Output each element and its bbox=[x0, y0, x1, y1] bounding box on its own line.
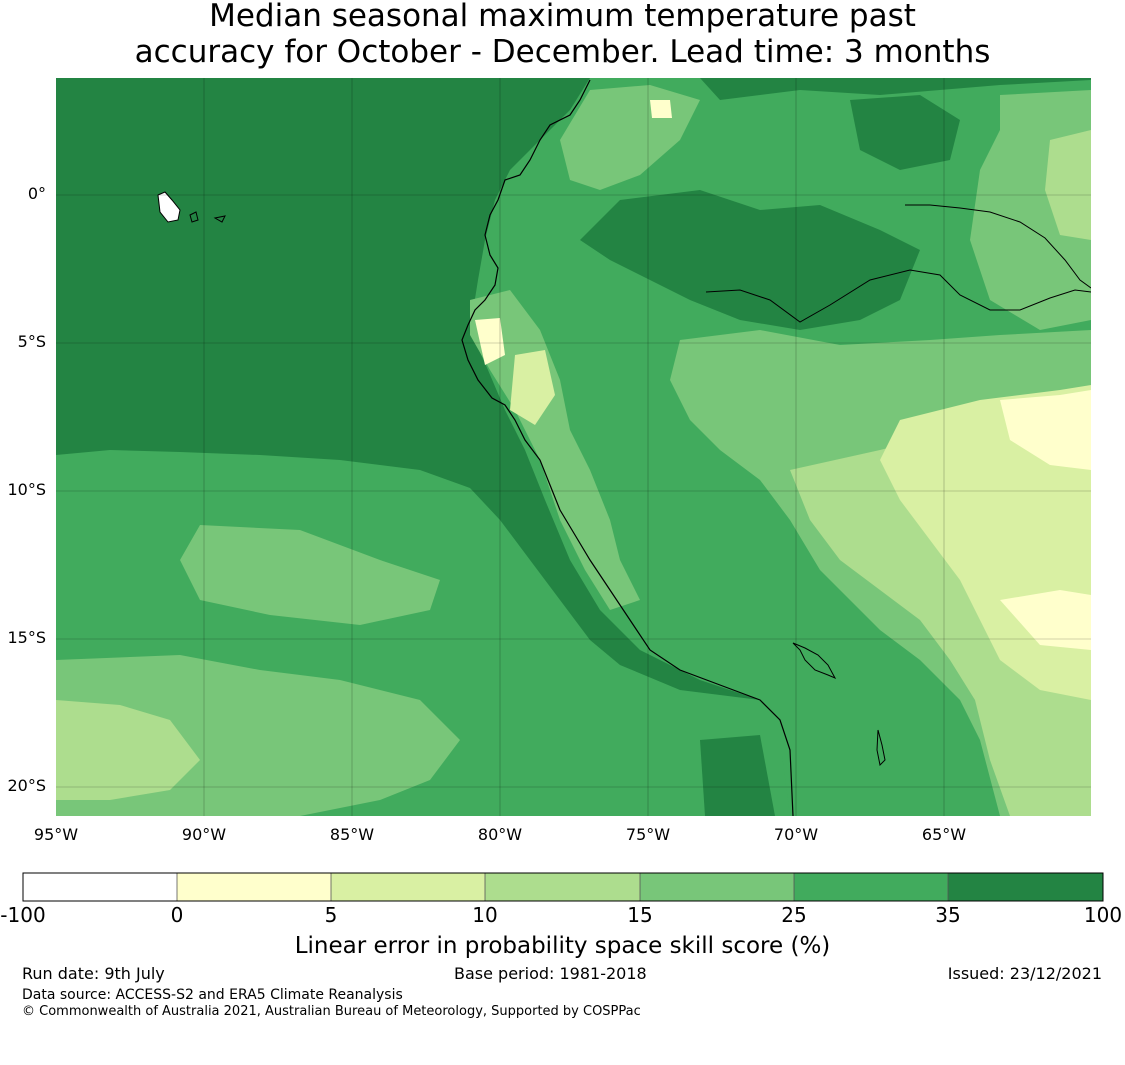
lat-label-15s: 15°S bbox=[7, 628, 46, 647]
field-patch-35c bbox=[700, 735, 775, 816]
colorbar-tick-25: 25 bbox=[781, 903, 807, 927]
colorbar-label: Linear error in probability space skill … bbox=[294, 933, 831, 959]
colorbar-bin-15-25 bbox=[640, 873, 794, 901]
field-region-0-east bbox=[1000, 390, 1091, 470]
lat-label-20s: 20°S bbox=[7, 776, 46, 795]
colorbar-tick-neg100: -100 bbox=[0, 903, 46, 927]
run-date: Run date: 9th July bbox=[22, 964, 165, 983]
amazon-river bbox=[705, 269, 1091, 323]
lat-label-5s: 5°S bbox=[17, 332, 46, 351]
colorbar-bin-0-5 bbox=[177, 873, 331, 901]
colorbar-frame bbox=[22, 872, 1104, 902]
lat-label-10s: 10°S bbox=[7, 480, 46, 499]
field-region-0-north bbox=[650, 100, 672, 118]
lon-label-85w: 85°W bbox=[329, 825, 375, 844]
lon-label-65w: 65°W bbox=[921, 825, 967, 844]
colorbar-bin-10-15 bbox=[485, 873, 640, 901]
lake-titicaca bbox=[792, 642, 837, 680]
colorbar-bin-neg100-0 bbox=[23, 873, 177, 901]
map-title-line-1: Median seasonal maximum temperature past bbox=[209, 0, 916, 34]
data-source: Data source: ACCESS-S2 and ERA5 Climate … bbox=[22, 987, 403, 1003]
issued-date: Issued: 23/12/2021 bbox=[947, 964, 1102, 983]
lon-label-80w: 80°W bbox=[477, 825, 523, 844]
colorbar-tick-35: 35 bbox=[935, 903, 961, 927]
base-period: Base period: 1981-2018 bbox=[454, 964, 647, 983]
putumayo-river bbox=[905, 204, 1091, 289]
colorbar-bin-25-35 bbox=[794, 873, 948, 901]
field-patch-35b bbox=[850, 95, 960, 170]
colorbar-bin-5-10 bbox=[331, 873, 485, 901]
lon-label-90w: 90°W bbox=[181, 825, 227, 844]
colorbar-tick-100: 100 bbox=[1083, 903, 1123, 927]
colorbar-tick-10: 10 bbox=[472, 903, 498, 927]
lon-label-95w: 95°W bbox=[33, 825, 79, 844]
lake-poopo bbox=[876, 729, 886, 767]
lat-label-0: 0° bbox=[27, 184, 46, 203]
copyright: © Commonwealth of Australia 2021, Austra… bbox=[22, 1004, 641, 1019]
field-region-0-coast bbox=[475, 318, 505, 365]
galapagos-islands bbox=[157, 191, 181, 223]
lon-label-75w: 75°W bbox=[625, 825, 671, 844]
field-region-15-ocean bbox=[180, 525, 440, 625]
field-patch-35 bbox=[580, 190, 920, 330]
field-region-10-ne bbox=[1045, 130, 1091, 240]
colorbar-tick-5: 5 bbox=[324, 903, 338, 927]
colorbar-tick-0: 0 bbox=[170, 903, 184, 927]
colorbar-tick-15: 15 bbox=[627, 903, 653, 927]
lon-label-70w: 70°W bbox=[773, 825, 819, 844]
field-region-15-coast bbox=[470, 290, 640, 610]
skill-field bbox=[56, 78, 1091, 816]
field-region-0-se bbox=[1000, 590, 1091, 650]
field-region-10-sw bbox=[56, 700, 200, 800]
colorbar-bin-35-100 bbox=[948, 873, 1103, 901]
coastline bbox=[461, 79, 794, 816]
colorbar bbox=[22, 872, 1104, 902]
map-title-line-2: accuracy for October - December. Lead ti… bbox=[134, 34, 991, 70]
galapagos-islet bbox=[189, 211, 226, 223]
gridlines bbox=[56, 78, 1091, 816]
field-region-5-hills bbox=[510, 350, 555, 425]
